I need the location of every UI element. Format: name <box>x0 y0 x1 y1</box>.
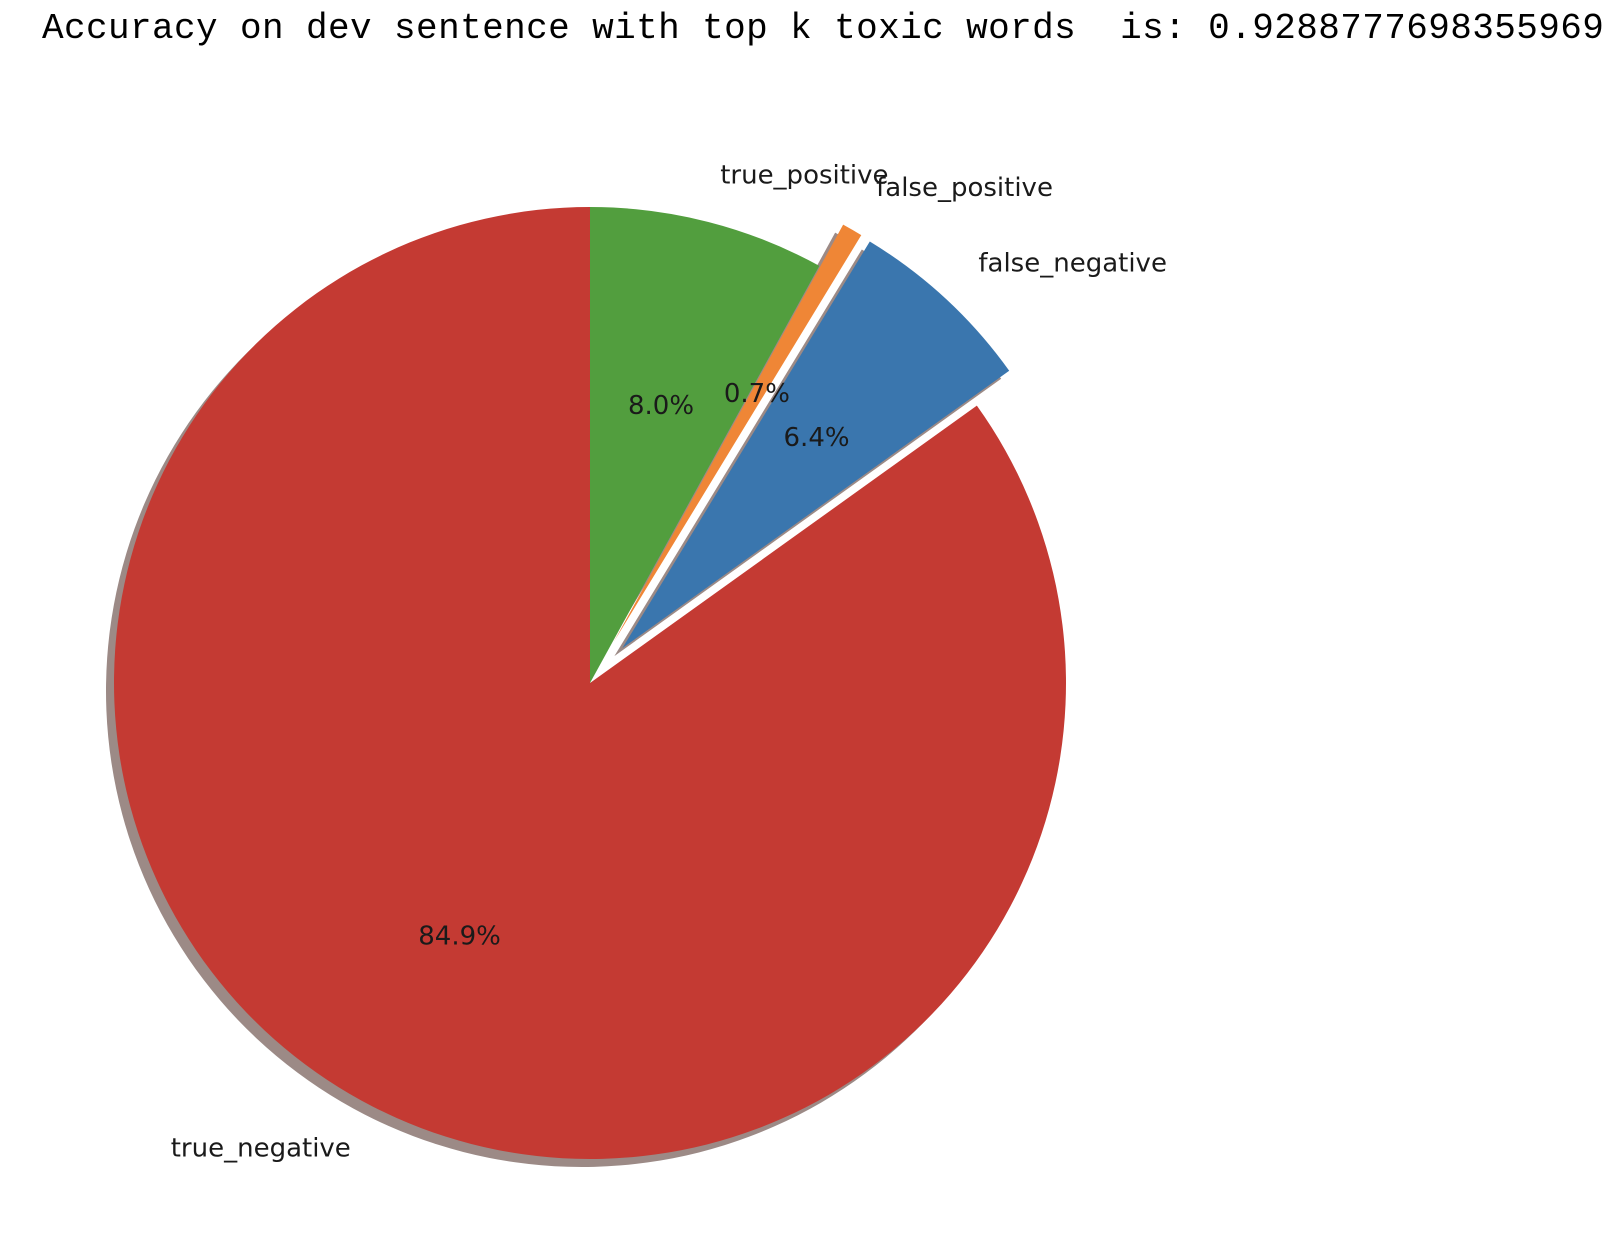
pie-labels: true_negative 84.9% false_negative 6.4% fals… <box>171 160 1167 1163</box>
slice-true-negative <box>114 207 1067 1160</box>
pct-label-true-negative: 84.9% <box>418 922 501 952</box>
slice-label-false-negative: false_negative <box>978 249 1167 279</box>
slice-true-positive <box>590 207 820 683</box>
slice-label-false-positive: false_positive <box>876 173 1053 203</box>
slice-label-true-negative: true_negative <box>171 1133 351 1163</box>
slice-false-positive <box>613 224 862 642</box>
pct-label-false-negative: 6.4% <box>784 423 850 453</box>
slice-label-true-positive: true_positive <box>720 160 888 190</box>
pct-label-false-positive: 0.7% <box>724 379 790 409</box>
slice-false-negative <box>622 241 1010 649</box>
pct-label-true-positive: 8.0% <box>628 391 694 421</box>
accuracy-output-text: Accuracy on dev sentence with top k toxi… <box>42 8 1605 49</box>
pie-slices <box>114 207 1067 1160</box>
